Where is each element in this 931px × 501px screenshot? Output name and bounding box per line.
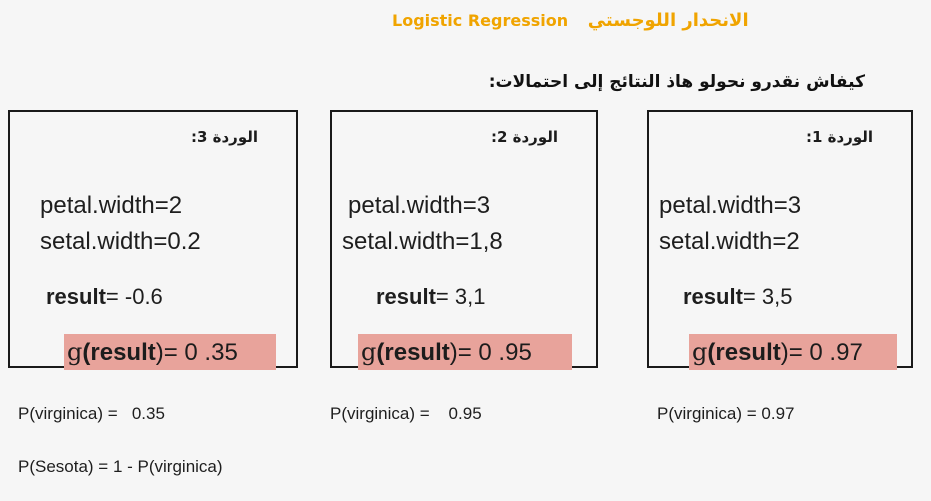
flower-3-petal-width: petal.width=2 [40,192,183,219]
flower-2-setal-width: setal.width=1,8 [342,228,503,255]
question-text: كيفاش نقدرو نحولو هاذ النتائج إلى احتمال… [488,72,865,92]
flower-1-setal-width: setal.width=2 [659,228,800,255]
flower-3-setal-width: setal.width=0.2 [40,228,201,255]
flower-3-label: الوردة 3: [190,128,258,146]
flower-3-sigmoid: g(result)= 0 .35 [64,334,276,370]
flower-2-label: الوردة 2: [490,128,558,146]
flower-1-card: الوردة 1: petal.width=3 setal.width=2 re… [647,110,913,370]
flower-1-petal-width: petal.width=3 [659,192,802,219]
title-arabic: الانحدار اللوجستي [587,10,749,31]
prob-virginica-flower-1: P(virginica) = 0.97 [657,404,795,423]
flower-1-sigmoid: g(result)= 0 .97 [689,334,897,370]
flower-1-label: الوردة 1: [805,128,873,146]
flower-2-petal-width: petal.width=3 [348,192,491,219]
flower-3-card: الوردة 3: petal.width=2 setal.width=0.2 … [8,110,298,370]
prob-virginica-flower-3: P(virginica) = 0.35 [18,404,165,423]
flower-2-card: الوردة 2: petal.width=3 setal.width=1,8 … [330,110,598,370]
flower-2-sigmoid: g(result)= 0 .95 [358,334,572,370]
prob-virginica-flower-2: P(virginica) = 0.95 [330,404,482,423]
flower-3-result: result= -0.6 [46,284,163,309]
flower-1-result: result= 3,5 [683,284,793,309]
slide-title: Logistic Regression الانحدار اللوجستي [392,10,842,31]
prob-sesota-formula: P(Sesota) = 1 - P(virginica) [18,457,223,476]
flower-2-result: result= 3,1 [376,284,486,309]
title-english: Logistic Regression [392,11,569,30]
